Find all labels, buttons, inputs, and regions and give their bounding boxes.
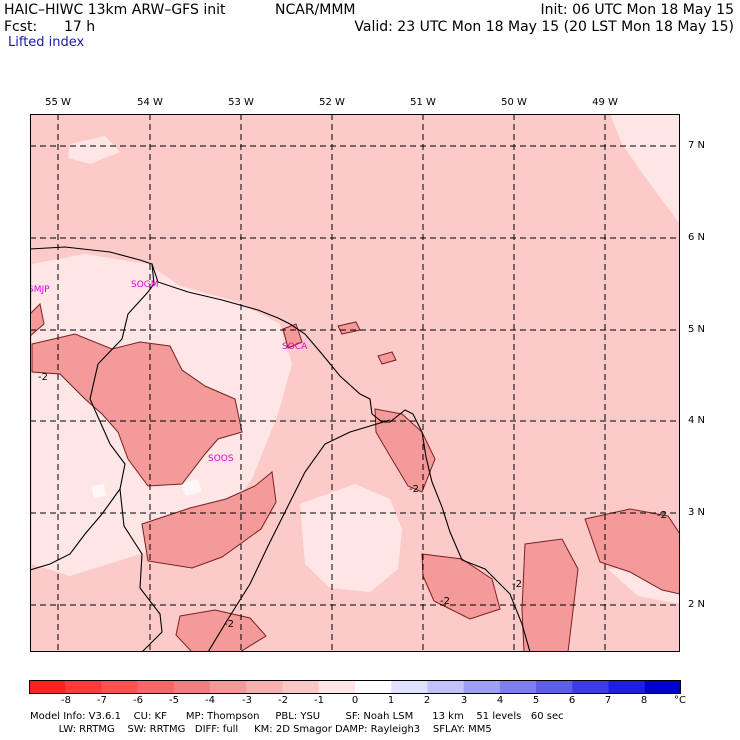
- lon-label: 49 W: [592, 97, 618, 108]
- colorbar-tick-label: -2: [278, 695, 288, 706]
- contour-label: -2: [224, 619, 234, 630]
- colorbar-tick-label: 0: [351, 695, 359, 706]
- lat-label: 3 N: [688, 507, 706, 518]
- lon-label: 51 W: [410, 97, 436, 108]
- lifted-index-map: SMJP SOGM SOCA SOOS -2 -2 -2 -2 -2 -2: [30, 114, 680, 652]
- contour-label: -2: [657, 510, 667, 521]
- colorbar-cell: [246, 680, 284, 694]
- contour-label: -2: [512, 579, 522, 590]
- colorbar-tick-label: -7: [97, 695, 107, 706]
- colorbar-cell: [355, 680, 392, 694]
- colorbar-tick-label: 3: [460, 695, 468, 706]
- station-label: SMJP: [30, 285, 50, 295]
- colorbar-tick-label: -4: [205, 695, 215, 706]
- colorbar-unit: °C: [674, 695, 686, 706]
- lat-label: 7 N: [688, 140, 706, 151]
- lon-label: 50 W: [501, 97, 527, 108]
- field-name: Lifted index: [8, 35, 85, 50]
- lon-label: 54 W: [137, 97, 163, 108]
- colorbar-cell: [318, 680, 356, 694]
- colorbar-cell: [499, 680, 537, 694]
- contour-label: -2: [409, 484, 419, 495]
- colorbar-cell: [463, 680, 501, 694]
- forecast-hour: 17 h: [64, 19, 96, 35]
- colorbar-cell: [210, 680, 247, 694]
- lat-label: 4 N: [688, 415, 706, 426]
- colorbar-cell: [65, 680, 102, 694]
- station-label: SOOS: [208, 454, 234, 464]
- colorbar-tick-label: -8: [61, 695, 71, 706]
- lat-label: 6 N: [688, 232, 706, 243]
- contour-label: -2: [440, 596, 450, 607]
- colorbar-cell: [572, 680, 610, 694]
- model-info-line-1: Model Info: V3.6.1 CU: KF MP: Thompson P…: [30, 711, 564, 722]
- contour-label: -2: [38, 372, 48, 383]
- lon-label: 55 W: [45, 97, 71, 108]
- lon-label: 52 W: [319, 97, 345, 108]
- map-frame: [30, 114, 680, 652]
- forecast-label: Fcst:: [4, 19, 38, 35]
- organization-label: NCAR/MMM: [275, 2, 356, 18]
- colorbar-tick-label: -3: [242, 695, 252, 706]
- colorbar-cell: [101, 680, 139, 694]
- colorbar-cell: [173, 680, 211, 694]
- colorbar-tick-label: 8: [640, 695, 648, 706]
- colorbar-tick-label: 1: [387, 695, 395, 706]
- colorbar-tick-label: 6: [568, 695, 576, 706]
- coastline: [30, 246, 531, 652]
- lat-label: 2 N: [688, 599, 706, 610]
- lat-label: 5 N: [688, 324, 706, 335]
- colorbar-cell: [391, 680, 428, 694]
- lon-label: 53 W: [228, 97, 254, 108]
- init-time: Init: 06 UTC Mon 18 May 15: [540, 2, 734, 18]
- colorbar-tick-label: 7: [604, 695, 612, 706]
- colorbar: [29, 680, 681, 694]
- colorbar-cell: [608, 680, 646, 694]
- colorbar-tick-label: -6: [133, 695, 143, 706]
- colorbar-cell: [427, 680, 465, 694]
- model-title: HAIC–HIWC 13km ARW–GFS init: [4, 2, 226, 18]
- model-info-line-2: LW: RRTMG SW: RRTMG DIFF: full KM: 2D Sm…: [30, 724, 492, 735]
- colorbar-cell: [29, 680, 66, 694]
- colorbar-tick-label: -5: [169, 695, 179, 706]
- colorbar-tick-label: -1: [314, 695, 324, 706]
- colorbar-cell: [644, 680, 681, 694]
- colorbar-cell: [137, 680, 175, 694]
- station-label: SOCA: [282, 342, 308, 352]
- valid-time: Valid: 23 UTC Mon 18 May 15 (20 LST Mon …: [354, 19, 734, 35]
- colorbar-cell: [536, 680, 573, 694]
- colorbar-cell: [282, 680, 320, 694]
- colorbar-tick-label: 4: [496, 695, 504, 706]
- lat-lon-grid: [30, 114, 680, 652]
- colorbar-tick-label: 5: [532, 695, 540, 706]
- station-label: SOGM: [131, 280, 159, 290]
- colorbar-tick-label: 2: [423, 695, 431, 706]
